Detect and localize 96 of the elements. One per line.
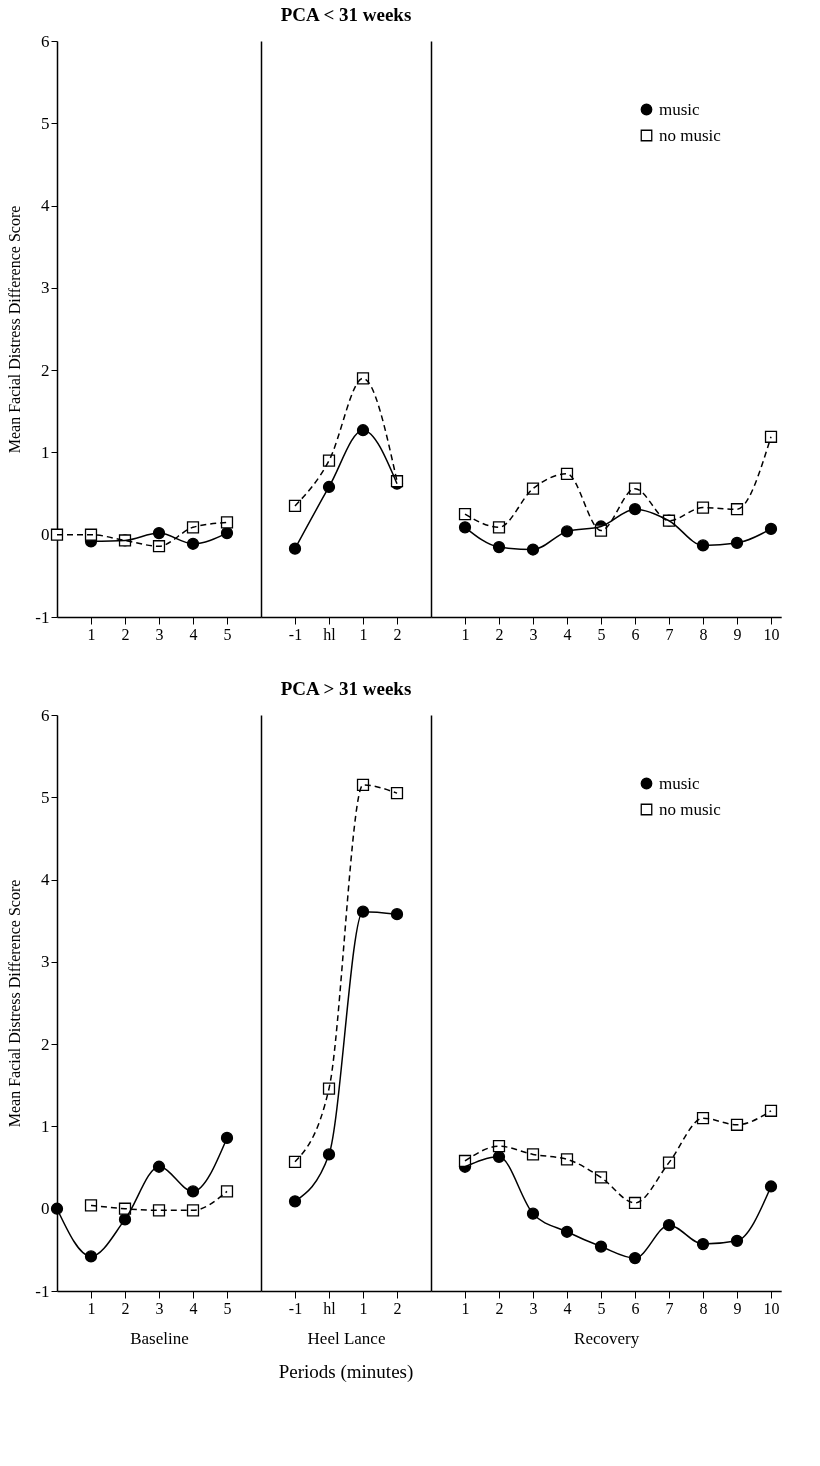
x-tick-label: 8	[699, 625, 708, 643]
x-tick-label: 8	[699, 1299, 708, 1317]
point	[696, 1112, 710, 1125]
y-tick-label: 2	[41, 360, 50, 380]
x-tick-label: 5	[223, 1299, 232, 1317]
point	[50, 528, 64, 541]
point	[288, 1155, 302, 1168]
point	[492, 1140, 506, 1153]
x-axis-title: Baseline	[130, 1328, 189, 1348]
y-tick-label: 1	[41, 442, 50, 462]
x-tick-label: 7	[665, 1299, 674, 1317]
x-tick-label: 6	[631, 625, 640, 643]
x-tick-label: 4	[189, 625, 198, 643]
x-tick-label: 1	[87, 1299, 96, 1317]
point	[288, 1195, 302, 1208]
legend-label: no music	[659, 799, 722, 819]
y-tick-label: 6	[41, 705, 50, 725]
point	[186, 521, 200, 534]
x-tick-label: 4	[189, 1299, 198, 1317]
x-tick-label: 6	[631, 1299, 640, 1317]
point	[50, 1202, 64, 1215]
x-tick-label: 2	[393, 1299, 402, 1317]
point	[696, 501, 710, 514]
point	[84, 1199, 98, 1212]
y-tick-label: 4	[41, 870, 50, 890]
x-tick-label: 5	[223, 625, 232, 643]
point	[220, 1185, 234, 1198]
point	[288, 542, 302, 555]
x-tick-label: 10	[763, 625, 780, 643]
x-tick-label: 2	[121, 625, 130, 643]
x-tick-label: 1	[461, 625, 470, 643]
point	[186, 1204, 200, 1217]
x-tick-label: 2	[495, 625, 504, 643]
point	[526, 1148, 540, 1161]
point	[730, 1118, 744, 1131]
x-tick-label: 1	[359, 625, 368, 643]
y-tick-label: 2	[41, 1034, 50, 1054]
y-axis-title: Mean Facial Distress Difference Score	[6, 205, 24, 454]
y-tick-label: 0	[41, 1199, 50, 1219]
point	[764, 1104, 778, 1117]
x-tick-label: 9	[733, 1299, 742, 1317]
legend-label: music	[659, 773, 701, 793]
x-tick-label: 1	[87, 625, 96, 643]
point	[84, 528, 98, 541]
chart-title: PCA > 31 weeks	[280, 678, 412, 699]
y-tick-label: 4	[41, 196, 50, 216]
point	[390, 787, 404, 800]
point	[764, 430, 778, 443]
x-axis-title: Heel Lance	[307, 1328, 386, 1348]
x-tick-label: hl	[323, 1299, 337, 1317]
point	[764, 522, 778, 536]
x-tick-label: 3	[529, 625, 538, 643]
y-tick-label: 0	[41, 525, 50, 545]
y-tick-label: -1	[35, 1281, 50, 1301]
x-tick-label: 4	[563, 1299, 572, 1317]
y-axis-title: Mean Facial Distress Difference Score	[6, 879, 24, 1128]
x-tick-label: 2	[121, 1299, 130, 1317]
point	[220, 1131, 234, 1145]
point	[662, 1156, 676, 1169]
point	[458, 508, 472, 521]
point	[220, 516, 234, 529]
chart-title: PCA < 31 weeks	[280, 4, 412, 25]
x-tick-label: 1	[359, 1299, 368, 1317]
y-tick-label: 1	[41, 1116, 50, 1136]
y-tick-label: 3	[41, 952, 50, 972]
legend-label: no music	[659, 125, 722, 145]
point	[458, 521, 472, 534]
point	[288, 499, 302, 513]
point	[220, 526, 234, 540]
y-tick-label: 6	[41, 31, 50, 51]
x-tick-label: 9	[733, 625, 742, 643]
y-tick-label: 5	[41, 113, 50, 133]
legend-label: music	[659, 99, 701, 119]
text: Periods (minutes)	[278, 1361, 414, 1383]
y-tick-label: -1	[35, 607, 50, 627]
x-tick-label: 5	[597, 625, 606, 643]
x-tick-label: -1	[288, 625, 303, 643]
x-tick-label: 2	[495, 1299, 504, 1317]
x-tick-label: -1	[288, 1299, 303, 1317]
x-axis-title: Recovery	[574, 1328, 640, 1348]
x-tick-label: 1	[461, 1299, 470, 1317]
x-tick-label: 2	[393, 625, 402, 643]
y-tick-label: 5	[41, 787, 50, 807]
x-tick-label: 3	[529, 1299, 538, 1317]
point	[594, 1171, 608, 1184]
x-tick-label: 3	[155, 625, 164, 643]
x-tick-label: hl	[323, 625, 337, 643]
point	[764, 1180, 778, 1193]
point	[152, 1204, 166, 1217]
x-tick-label: 7	[665, 625, 674, 643]
x-tick-label: 3	[155, 1299, 164, 1317]
x-tick-label: 5	[597, 1299, 606, 1317]
point	[390, 908, 404, 921]
x-tick-label: 4	[563, 625, 572, 643]
x-tick-label: 10	[763, 1299, 780, 1317]
y-tick-label: 3	[41, 278, 50, 298]
